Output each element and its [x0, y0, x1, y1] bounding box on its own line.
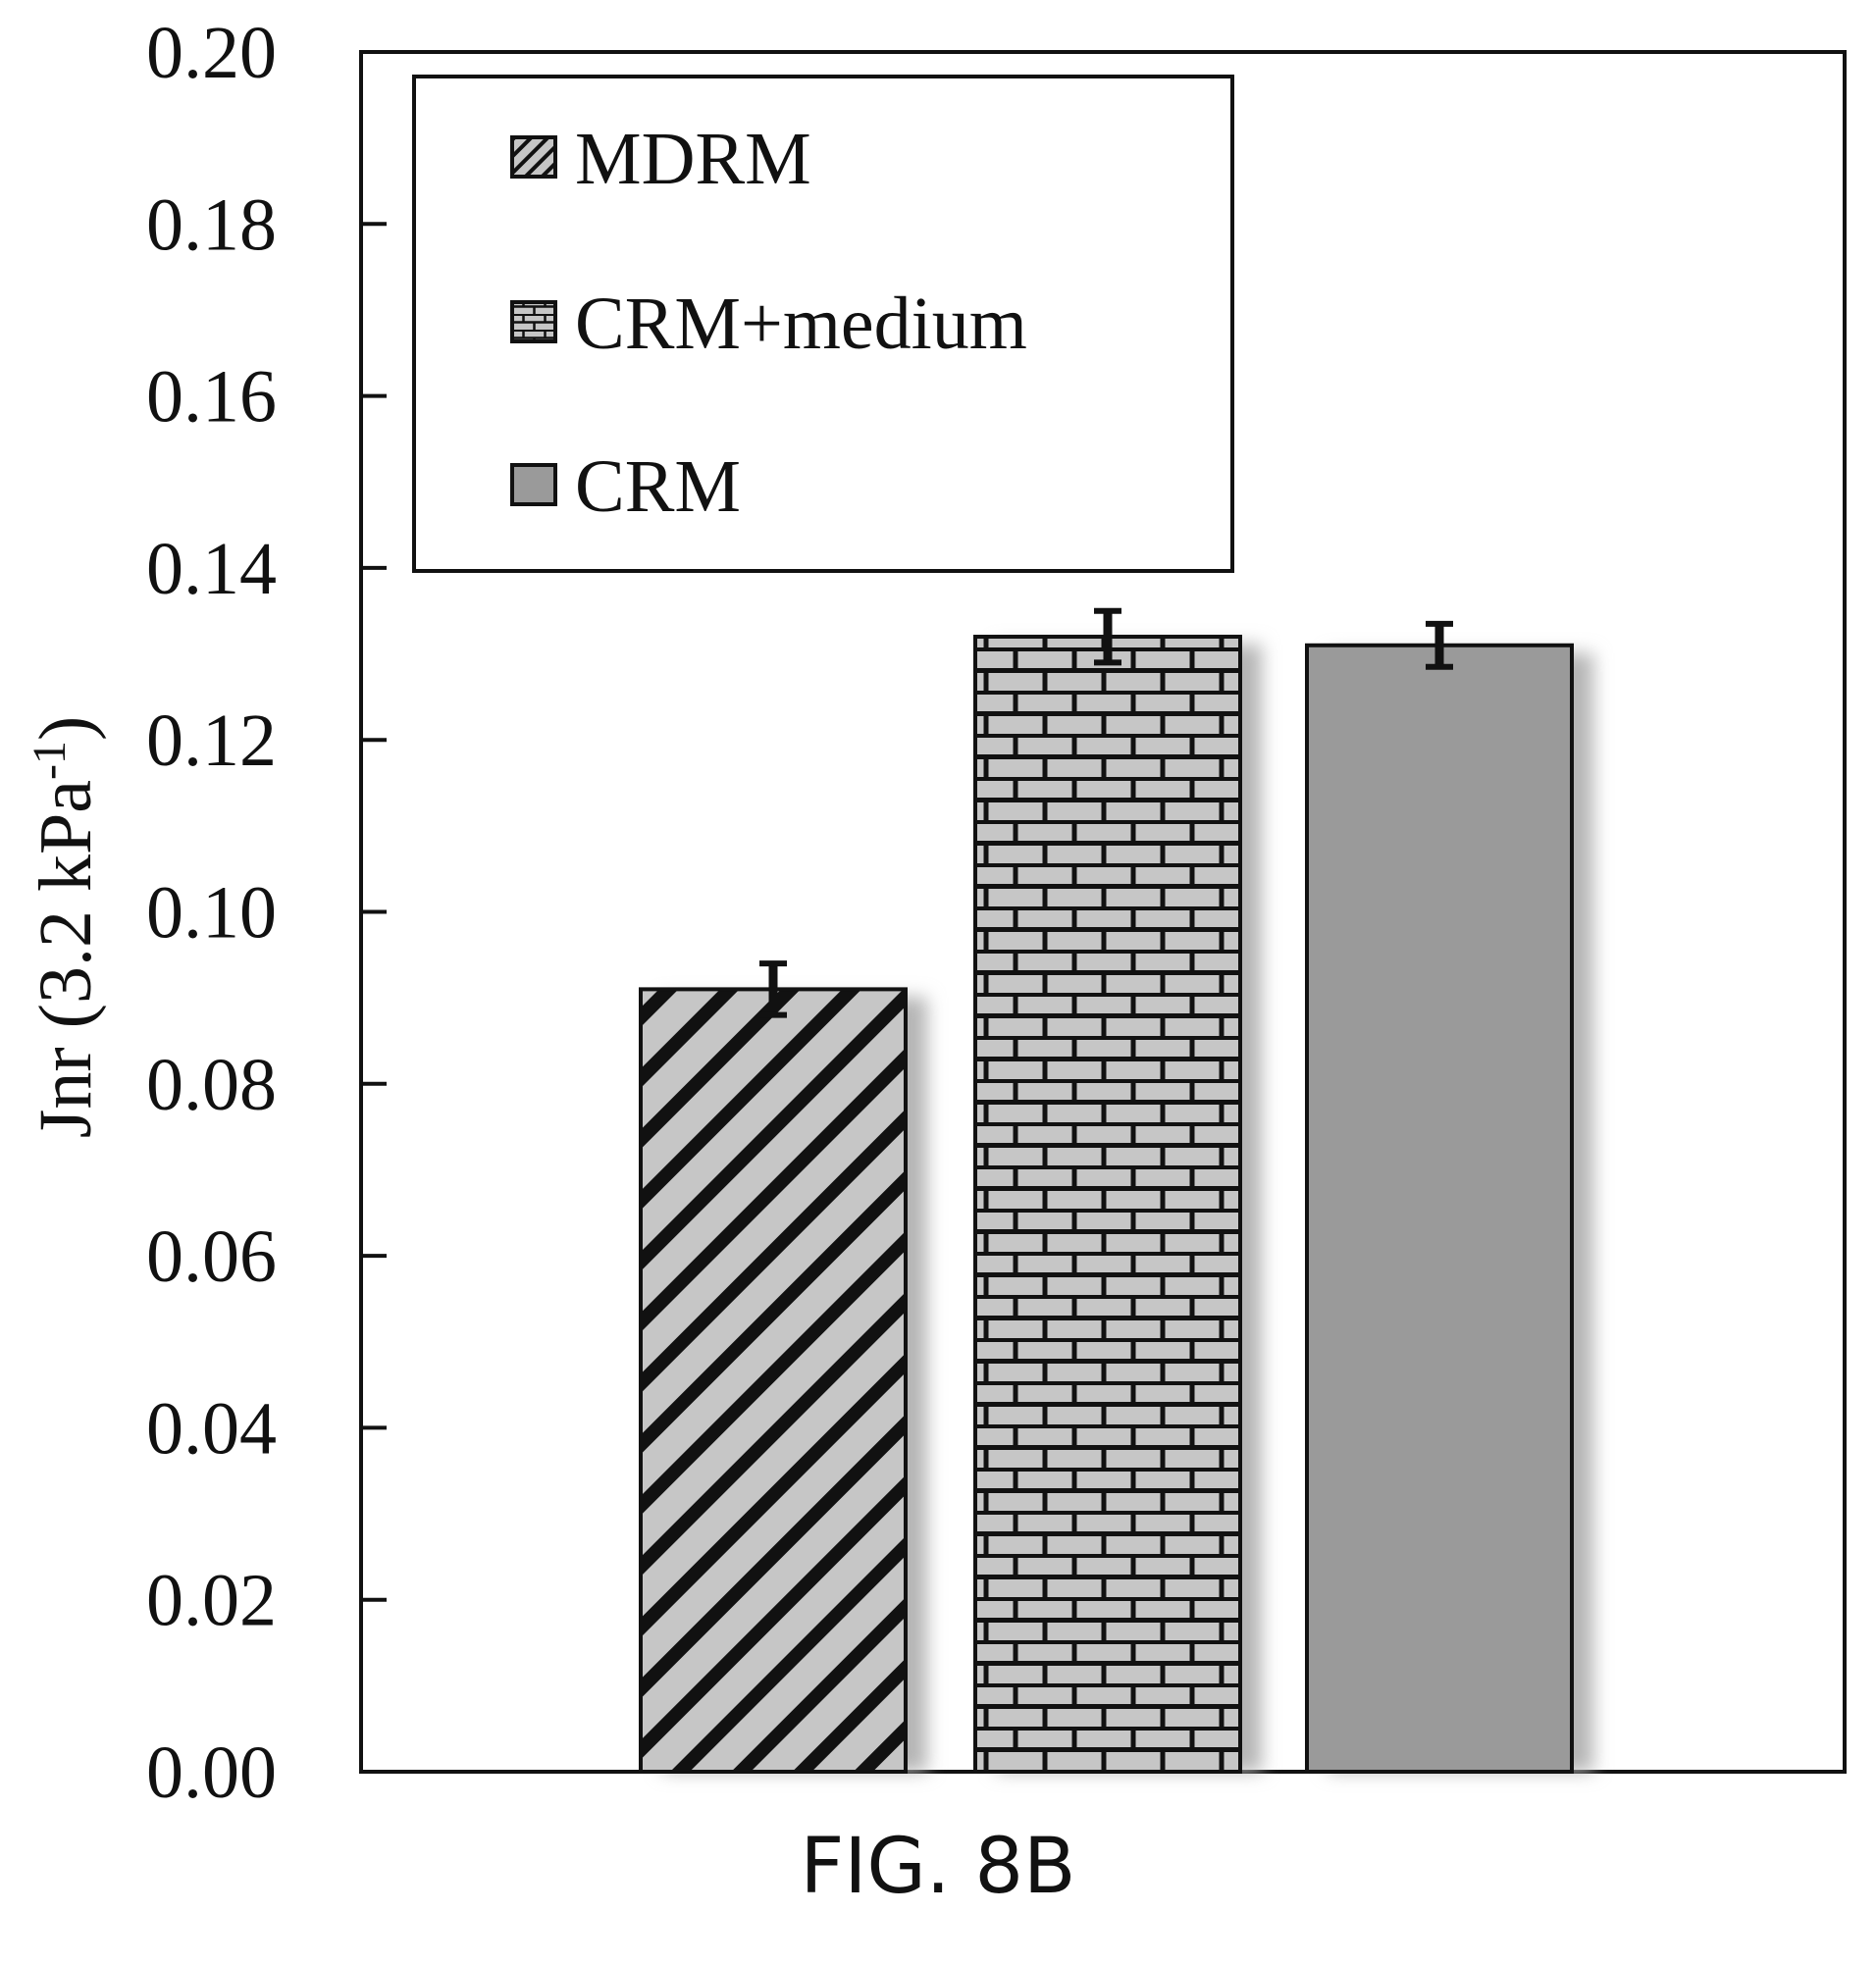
y-tick-label: 0.04 [146, 1387, 277, 1470]
error-bar-crm [1426, 620, 1453, 670]
y-axis-title-close: ) [25, 716, 107, 741]
bar-crm [1305, 643, 1574, 1774]
legend-label-crm: CRM [575, 445, 741, 528]
legend-swatch-mdrm [510, 135, 557, 179]
y-tick-label: 0.20 [146, 12, 277, 94]
bar-mdrm [639, 987, 908, 1774]
y-tick-label: 0.00 [146, 1731, 277, 1814]
y-tick-label: 0.12 [146, 699, 277, 782]
y-tick-label: 0.02 [146, 1560, 277, 1642]
y-tick-label: 0.18 [146, 183, 277, 266]
legend-label-mdrm: MDRM [575, 118, 811, 200]
legend-swatch-crm-medium [510, 300, 557, 343]
bar-crm-medium [973, 635, 1242, 1774]
y-axis-title-superscript: -1 [24, 741, 76, 780]
y-axis-title-main: Jnr (3.2 kPa [25, 780, 107, 1138]
y-axis-title: Jnr (3.2 kPa-1) [24, 716, 108, 1139]
figure-caption: FIG. 8B [800, 1823, 1076, 1911]
error-bar-crm-medium [1094, 607, 1121, 666]
legend-swatch-crm [510, 463, 557, 506]
y-tick-label: 0.16 [146, 356, 277, 439]
y-tick-label: 0.14 [146, 528, 277, 610]
legend-label-crm-medium: CRM+medium [575, 283, 1027, 365]
y-tick-label: 0.10 [146, 872, 277, 955]
error-bar-mdrm [759, 960, 787, 1018]
y-tick-label: 0.08 [146, 1044, 277, 1126]
y-tick-label: 0.06 [146, 1215, 277, 1298]
